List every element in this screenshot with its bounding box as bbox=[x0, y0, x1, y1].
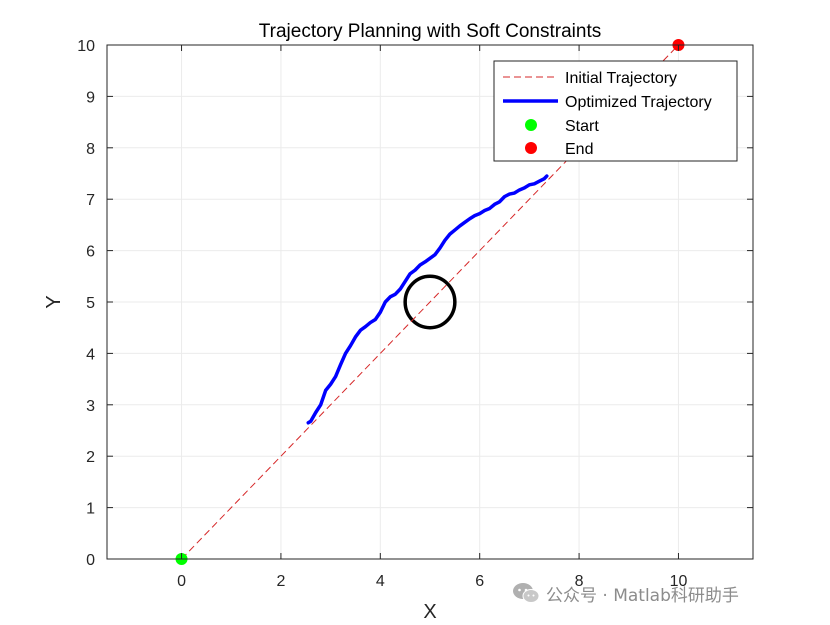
wechat-icon bbox=[513, 583, 540, 603]
y-tick-label: 2 bbox=[86, 449, 95, 466]
y-tick-label: 5 bbox=[86, 295, 95, 312]
y-tick-label: 6 bbox=[86, 244, 95, 261]
legend-label: End bbox=[565, 141, 593, 158]
annotation-layer bbox=[403, 274, 457, 330]
watermark: 公众号 · Matlab科研助手 bbox=[512, 580, 739, 606]
chart-title: Trajectory Planning with Soft Constraint… bbox=[259, 21, 602, 42]
x-tick-label: 2 bbox=[276, 573, 285, 590]
legend-label: Initial Trajectory bbox=[565, 70, 677, 87]
y-tick-label: 7 bbox=[86, 192, 95, 209]
y-tick-label: 0 bbox=[86, 552, 95, 569]
grid bbox=[107, 44, 753, 560]
legend-swatch-marker bbox=[525, 119, 537, 131]
x-tick-label: 6 bbox=[475, 573, 484, 590]
x-axis-label: X bbox=[423, 601, 436, 623]
legend: Initial Trajectory Optimized Trajectory St… bbox=[493, 60, 738, 162]
y-tick-label: 4 bbox=[86, 346, 95, 363]
legend-label: Optimized Trajectory bbox=[565, 94, 712, 111]
watermark-text: 公众号 · Matlab科研助手 bbox=[546, 585, 739, 606]
x-tick-label: 10 bbox=[670, 573, 688, 590]
series-optimized-trajectory bbox=[306, 174, 549, 425]
ticks: 0 2 4 6 8 10 0 1 2 3 4 5 6 7 8 9 10 bbox=[77, 38, 753, 590]
y-tick-label: 8 bbox=[86, 141, 95, 158]
y-tick-label: 3 bbox=[86, 398, 95, 415]
y-tick-label: 9 bbox=[86, 89, 95, 106]
x-tick-label: 4 bbox=[376, 573, 385, 590]
y-tick-label: 10 bbox=[77, 38, 95, 55]
x-tick-label: 0 bbox=[177, 573, 186, 590]
legend-label: Start bbox=[565, 118, 599, 135]
legend-swatch-marker bbox=[525, 142, 537, 154]
x-tick-label: 8 bbox=[575, 573, 584, 590]
obstacle-circle bbox=[403, 274, 457, 330]
y-tick-label: 1 bbox=[86, 501, 95, 518]
y-axis-label: Y bbox=[43, 295, 65, 308]
